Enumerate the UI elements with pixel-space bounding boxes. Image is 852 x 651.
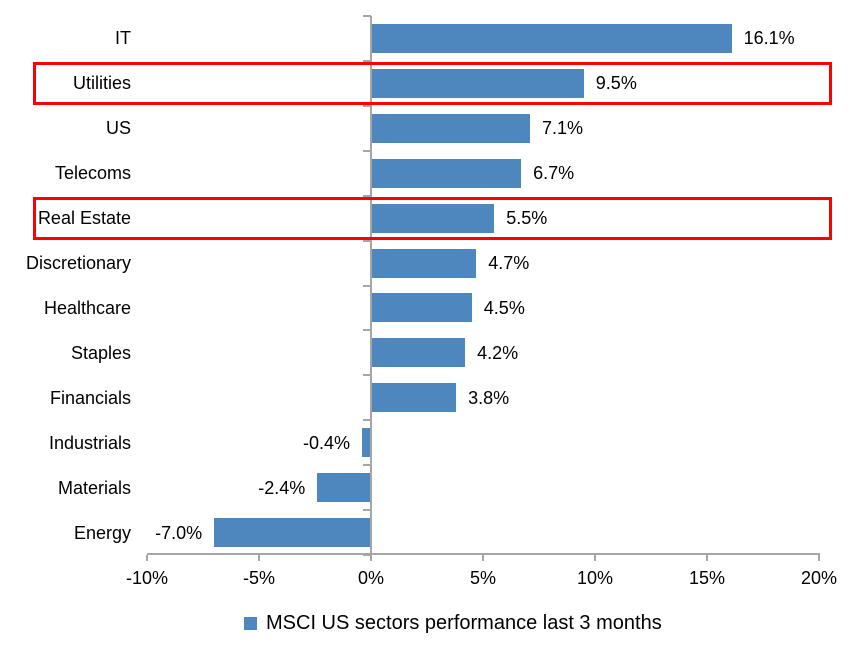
value-label-financials: 3.8% — [468, 387, 510, 408]
x-axis-tick — [594, 555, 596, 561]
category-label-real-estate: Real Estate — [37, 208, 131, 229]
x-axis — [147, 553, 820, 555]
legend-swatch-icon — [244, 616, 257, 630]
legend: MSCI US sectors performance last 3 month… — [244, 610, 662, 636]
value-label-staples: 4.2% — [477, 342, 519, 363]
bar-energy — [214, 518, 371, 548]
value-label-energy: -7.0% — [155, 522, 203, 543]
bar-financials — [371, 383, 457, 413]
category-label-healthcare: Healthcare — [43, 297, 131, 318]
x-axis-tick — [482, 555, 484, 561]
x-axis-tick-label: -5% — [242, 568, 275, 588]
category-label-staples: Staples — [70, 342, 131, 363]
y-axis-tick — [363, 419, 371, 422]
category-label-it: IT — [115, 28, 131, 49]
y-axis-tick — [363, 554, 371, 556]
y-axis-tick — [363, 374, 371, 377]
value-label-us: 7.1% — [542, 118, 584, 139]
x-axis-tick — [258, 555, 260, 561]
y-axis-tick — [363, 15, 371, 17]
bar-discretionary — [371, 248, 477, 278]
highlight-box-utilities — [33, 61, 832, 105]
value-label-telecoms: 6.7% — [533, 163, 575, 184]
bar-it — [371, 23, 732, 53]
value-label-healthcare: 4.5% — [483, 297, 525, 318]
category-label-utilities: Utilities — [72, 73, 131, 94]
x-axis-tick-label: 0% — [357, 568, 384, 588]
x-axis-tick-label: -10% — [125, 568, 169, 588]
value-label-discretionary: 4.7% — [488, 253, 530, 274]
value-label-it: 16.1% — [743, 28, 795, 49]
y-axis-tick — [363, 329, 371, 332]
value-label-materials: -2.4% — [258, 477, 306, 498]
category-label-us: US — [105, 118, 131, 139]
bar-real-estate — [371, 203, 495, 233]
y-axis-tick — [363, 104, 371, 107]
x-axis-tick — [370, 555, 372, 561]
category-label-energy: Energy — [73, 522, 131, 543]
category-label-discretionary: Discretionary — [25, 253, 131, 274]
x-axis-tick-label: 5% — [469, 568, 496, 588]
bar-materials — [317, 473, 371, 503]
bar-utilities — [371, 68, 584, 98]
x-axis-tick — [146, 555, 148, 561]
category-label-telecoms: Telecoms — [54, 163, 131, 184]
bar-telecoms — [371, 158, 522, 188]
legend-label: MSCI US sectors performance last 3 month… — [266, 612, 662, 634]
x-axis-tick-label: 10% — [576, 568, 614, 588]
y-axis-tick — [363, 239, 371, 242]
y-axis-tick — [363, 59, 371, 62]
x-axis-tick — [706, 555, 708, 561]
category-label-materials: Materials — [57, 477, 131, 498]
bar-staples — [371, 338, 466, 368]
value-label-real-estate: 5.5% — [506, 208, 548, 229]
value-label-utilities: 9.5% — [595, 73, 637, 94]
x-axis-tick-label: 15% — [688, 568, 726, 588]
x-axis-tick-label: 20% — [800, 568, 838, 588]
y-axis-tick — [363, 464, 371, 467]
value-label-industrials: -0.4% — [303, 432, 351, 453]
bar-healthcare — [371, 293, 472, 323]
category-label-financials: Financials — [49, 387, 131, 408]
y-axis-tick — [363, 284, 371, 287]
y-axis-tick — [363, 509, 371, 512]
x-axis-tick — [818, 555, 820, 561]
y-axis-tick — [363, 149, 371, 152]
y-axis — [370, 16, 372, 555]
bar-industrials — [362, 428, 371, 458]
highlight-box-real-estate — [33, 196, 832, 240]
bar-us — [371, 113, 531, 143]
category-label-industrials: Industrials — [48, 432, 131, 453]
y-axis-tick — [363, 194, 371, 197]
